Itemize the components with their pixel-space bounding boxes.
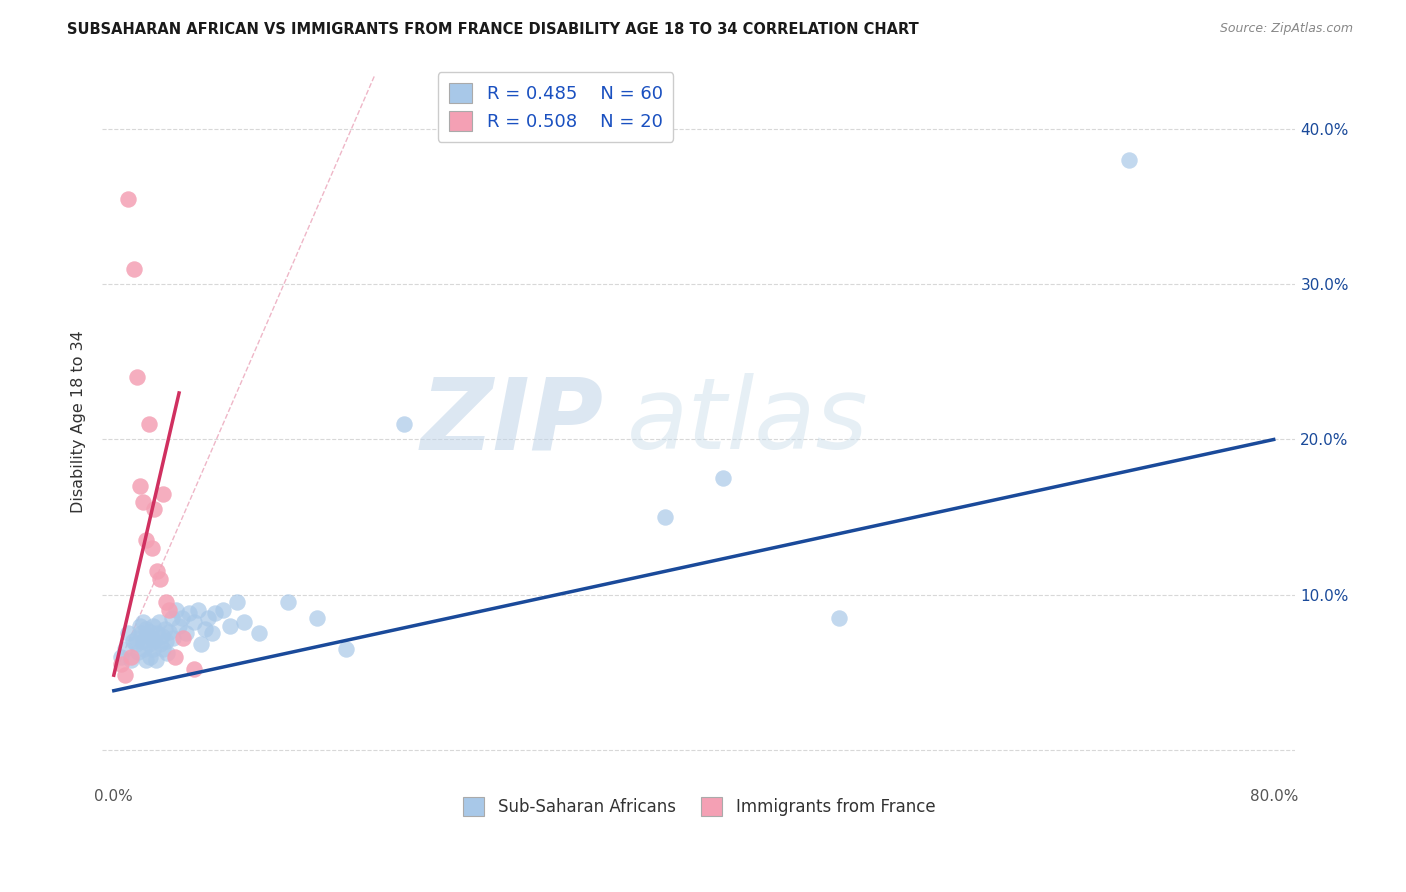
Y-axis label: Disability Age 18 to 34: Disability Age 18 to 34: [72, 330, 86, 513]
Point: [110, 657, 132, 672]
Point: [160, 611, 183, 625]
Point: [176, 626, 198, 640]
Point: [146, 626, 169, 640]
Point: [162, 631, 184, 645]
Point: [110, 649, 132, 664]
Point: [143, 502, 166, 516]
Point: [1118, 153, 1140, 168]
Point: [247, 626, 270, 640]
Point: [204, 606, 226, 620]
Point: [114, 641, 136, 656]
Point: [131, 626, 153, 640]
Point: [233, 615, 256, 630]
Point: [138, 417, 160, 431]
Point: [165, 603, 187, 617]
Point: [129, 618, 152, 632]
Point: [187, 603, 209, 617]
Point: [138, 637, 160, 651]
Point: [132, 615, 155, 630]
Point: [156, 647, 179, 661]
Text: atlas: atlas: [627, 373, 869, 470]
Point: [142, 618, 165, 632]
Point: [226, 595, 249, 609]
Point: [135, 533, 157, 548]
Point: [711, 471, 734, 485]
Point: [139, 649, 162, 664]
Point: [277, 595, 299, 609]
Point: [120, 649, 142, 664]
Point: [211, 603, 233, 617]
Point: [335, 641, 357, 656]
Point: [201, 626, 224, 640]
Point: [190, 637, 212, 651]
Point: [163, 649, 186, 664]
Point: [141, 631, 163, 645]
Point: [183, 615, 205, 630]
Point: [142, 641, 165, 656]
Point: [149, 572, 172, 586]
Point: [172, 631, 194, 645]
Point: [170, 611, 193, 625]
Point: [124, 637, 146, 651]
Point: [150, 629, 173, 643]
Point: [155, 595, 177, 609]
Point: [157, 603, 180, 617]
Point: [121, 634, 143, 648]
Point: [392, 417, 415, 431]
Point: [129, 479, 152, 493]
Point: [136, 628, 159, 642]
Point: [117, 192, 139, 206]
Text: Source: ZipAtlas.com: Source: ZipAtlas.com: [1219, 22, 1353, 36]
Point: [127, 645, 149, 659]
Point: [139, 624, 162, 639]
Point: [120, 653, 142, 667]
Point: [654, 510, 676, 524]
Point: [114, 668, 136, 682]
Point: [148, 615, 170, 630]
Point: [157, 624, 180, 639]
Point: [122, 261, 145, 276]
Point: [141, 541, 163, 555]
Point: [146, 564, 169, 578]
Point: [132, 634, 155, 648]
Legend: Sub-Saharan Africans, Immigrants from France: Sub-Saharan Africans, Immigrants from Fr…: [453, 788, 945, 826]
Point: [305, 611, 328, 625]
Point: [828, 611, 851, 625]
Point: [218, 618, 240, 632]
Point: [152, 641, 174, 656]
Text: ZIP: ZIP: [420, 373, 603, 470]
Text: SUBSAHARAN AFRICAN VS IMMIGRANTS FROM FRANCE DISABILITY AGE 18 TO 34 CORRELATION: SUBSAHARAN AFRICAN VS IMMIGRANTS FROM FR…: [67, 22, 920, 37]
Point: [125, 631, 148, 645]
Point: [132, 494, 155, 508]
Point: [153, 622, 176, 636]
Point: [197, 611, 219, 625]
Point: [179, 606, 201, 620]
Point: [149, 637, 172, 651]
Point: [117, 626, 139, 640]
Point: [145, 653, 167, 667]
Point: [135, 622, 157, 636]
Point: [167, 618, 190, 632]
Point: [135, 653, 157, 667]
Point: [125, 370, 148, 384]
Point: [183, 662, 205, 676]
Point: [134, 641, 156, 656]
Point: [143, 634, 166, 648]
Point: [194, 622, 217, 636]
Point: [155, 634, 177, 648]
Point: [152, 487, 174, 501]
